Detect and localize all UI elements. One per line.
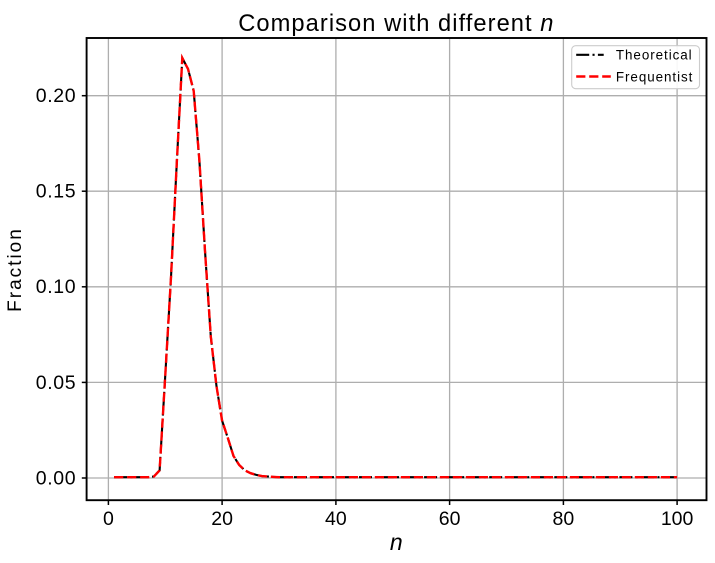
svg-text:0: 0 — [103, 508, 114, 530]
svg-text:0.20: 0.20 — [36, 85, 77, 107]
svg-text:Theoretical: Theoretical — [616, 48, 693, 63]
svg-text:80: 80 — [553, 508, 575, 530]
svg-text:60: 60 — [439, 508, 461, 530]
svg-text:0.00: 0.00 — [36, 467, 77, 489]
svg-text:0.15: 0.15 — [36, 181, 77, 203]
svg-text:0.10: 0.10 — [36, 276, 77, 298]
svg-text:n: n — [390, 529, 403, 555]
svg-text:40: 40 — [325, 508, 347, 530]
svg-text:Comparison with different n: Comparison with different n — [238, 11, 554, 37]
svg-text:0.05: 0.05 — [36, 372, 77, 394]
svg-text:20: 20 — [211, 508, 233, 530]
svg-text:100: 100 — [661, 508, 694, 530]
svg-text:Fraction: Fraction — [5, 227, 26, 312]
svg-text:Frequentist: Frequentist — [616, 69, 693, 84]
